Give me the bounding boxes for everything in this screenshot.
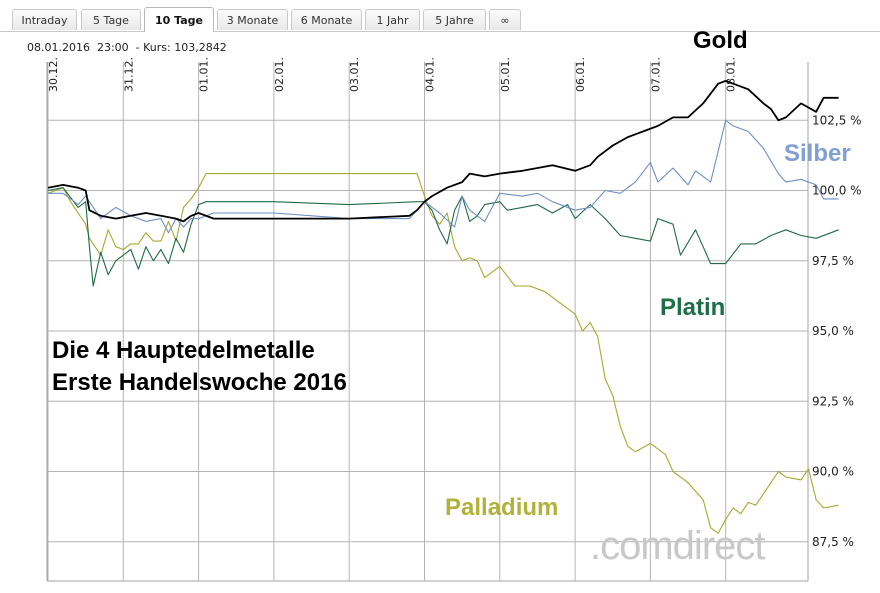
y-tick-label: 95,0 % [812,324,854,338]
tab-1-jahr[interactable]: 1 Jahr [365,9,420,30]
tab-5-jahre[interactable]: 5 Jahre [423,9,486,30]
x-tick-label: 07.01. [649,57,662,92]
period-tabs: Intraday 5 Tage 10 Tage 3 Monate 6 Monat… [0,0,880,32]
x-tick-label: 31.12. [122,57,135,92]
x-tick-label: 04.01. [424,57,437,92]
label-silber: Silber [784,140,851,167]
label-platin: Platin [660,294,726,321]
chart-title-line2: Erste Handelswoche 2016 [52,369,347,396]
tab-5-tage[interactable]: 5 Tage [81,9,141,30]
tab-10-tage[interactable]: 10 Tage [144,7,214,32]
comdirect-watermark: .comdirect [590,524,765,568]
y-tick-label: 102,5 % [812,113,862,127]
tab-intraday[interactable]: Intraday [12,9,77,30]
x-tick-label: 02.01. [273,57,286,92]
series-line-platin [47,187,839,287]
series-line-palladium [47,173,839,534]
series-line-silber [48,119,839,234]
x-tick-label: 03.01. [348,57,361,92]
tab-max[interactable]: ∞ [489,9,521,30]
y-tick-label: 97,5 % [812,254,854,268]
chart-title-line1: Die 4 Hauptedelmetalle [52,337,315,364]
tab-3-monate[interactable]: 3 Monate [217,9,288,30]
y-tick-label: 90,0 % [812,465,854,479]
x-tick-label: 01.01. [198,57,211,92]
label-palladium: Palladium [445,494,559,521]
x-tick-label: 06.01. [574,57,587,92]
quote-line: 08.01.2016 23:00 - Kurs: 103,2842 [27,41,227,54]
label-gold: Gold [693,27,748,54]
x-tick-label: 08.01. [725,57,738,92]
tab-6-monate[interactable]: 6 Monate [291,9,362,30]
x-tick-label: 30.12. [47,57,60,92]
y-tick-label: 100,0 % [812,184,862,198]
y-tick-label: 87,5 % [812,535,854,549]
x-tick-label: 05.01. [499,57,512,92]
y-tick-label: 92,5 % [812,394,854,408]
series-line-gold [47,80,839,223]
